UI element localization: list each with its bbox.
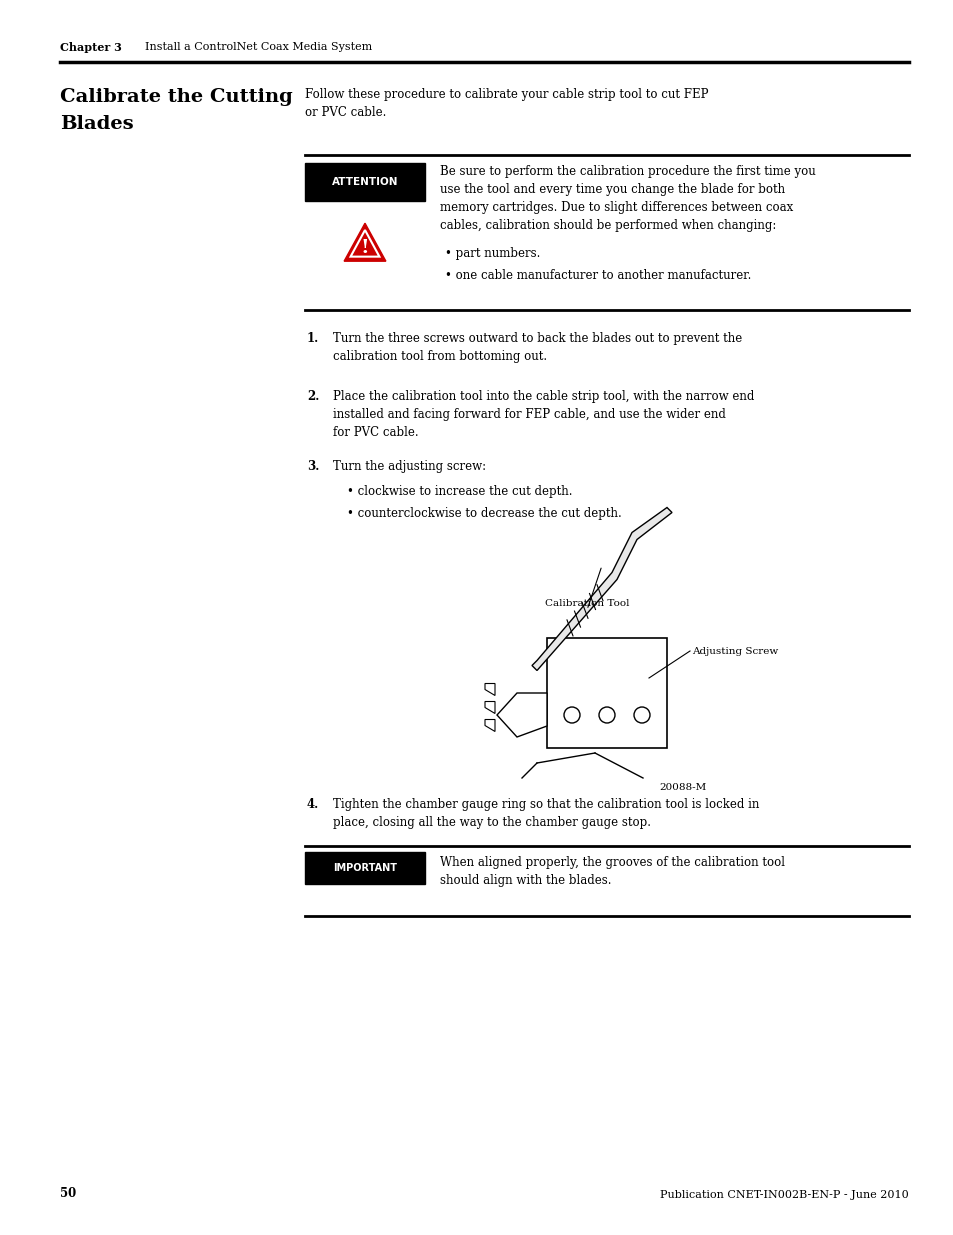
Circle shape <box>563 706 579 722</box>
Text: Calibrate the Cutting: Calibrate the Cutting <box>60 88 293 106</box>
Text: Blades: Blades <box>60 115 133 133</box>
Polygon shape <box>484 683 495 695</box>
Text: Turn the three screws outward to back the blades out to prevent the
calibration : Turn the three screws outward to back th… <box>333 332 741 363</box>
Text: !: ! <box>360 240 369 257</box>
Polygon shape <box>484 701 495 714</box>
Text: Chapter 3: Chapter 3 <box>60 42 122 53</box>
Polygon shape <box>497 693 546 737</box>
Text: 4.: 4. <box>307 798 319 811</box>
Circle shape <box>598 706 615 722</box>
Polygon shape <box>350 230 379 257</box>
Text: Be sure to perform the calibration procedure the first time you
use the tool and: Be sure to perform the calibration proce… <box>439 165 815 232</box>
Text: 50: 50 <box>60 1187 76 1200</box>
Polygon shape <box>344 224 386 261</box>
Text: When aligned properly, the grooves of the calibration tool
should align with the: When aligned properly, the grooves of th… <box>439 856 784 887</box>
Text: 2.: 2. <box>307 390 319 403</box>
Text: Turn the adjusting screw:: Turn the adjusting screw: <box>333 459 486 473</box>
Text: ATTENTION: ATTENTION <box>332 177 397 186</box>
Text: 3.: 3. <box>307 459 319 473</box>
Text: 20088-M: 20088-M <box>659 783 706 792</box>
Text: • part numbers.: • part numbers. <box>444 247 539 261</box>
Circle shape <box>634 706 649 722</box>
Polygon shape <box>532 508 671 671</box>
Polygon shape <box>484 720 495 731</box>
Text: Tighten the chamber gauge ring so that the calibration tool is locked in
place, : Tighten the chamber gauge ring so that t… <box>333 798 759 829</box>
Text: • clockwise to increase the cut depth.: • clockwise to increase the cut depth. <box>347 485 572 498</box>
Text: Follow these procedure to calibrate your cable strip tool to cut FEP
or PVC cabl: Follow these procedure to calibrate your… <box>305 88 708 119</box>
Text: Install a ControlNet Coax Media System: Install a ControlNet Coax Media System <box>145 42 372 52</box>
Text: • counterclockwise to decrease the cut depth.: • counterclockwise to decrease the cut d… <box>347 508 621 520</box>
Text: Publication CNET-IN002B-EN-P - June 2010: Publication CNET-IN002B-EN-P - June 2010 <box>659 1191 908 1200</box>
Text: • one cable manufacturer to another manufacturer.: • one cable manufacturer to another manu… <box>444 269 751 282</box>
Text: Place the calibration tool into the cable strip tool, with the narrow end
instal: Place the calibration tool into the cabl… <box>333 390 754 438</box>
FancyBboxPatch shape <box>546 638 666 748</box>
Text: 1.: 1. <box>307 332 319 345</box>
Text: Calibration Tool: Calibration Tool <box>544 599 629 608</box>
FancyBboxPatch shape <box>305 852 424 884</box>
Text: Adjusting Screw: Adjusting Screw <box>691 646 778 656</box>
FancyBboxPatch shape <box>305 163 424 201</box>
Text: IMPORTANT: IMPORTANT <box>333 863 396 873</box>
